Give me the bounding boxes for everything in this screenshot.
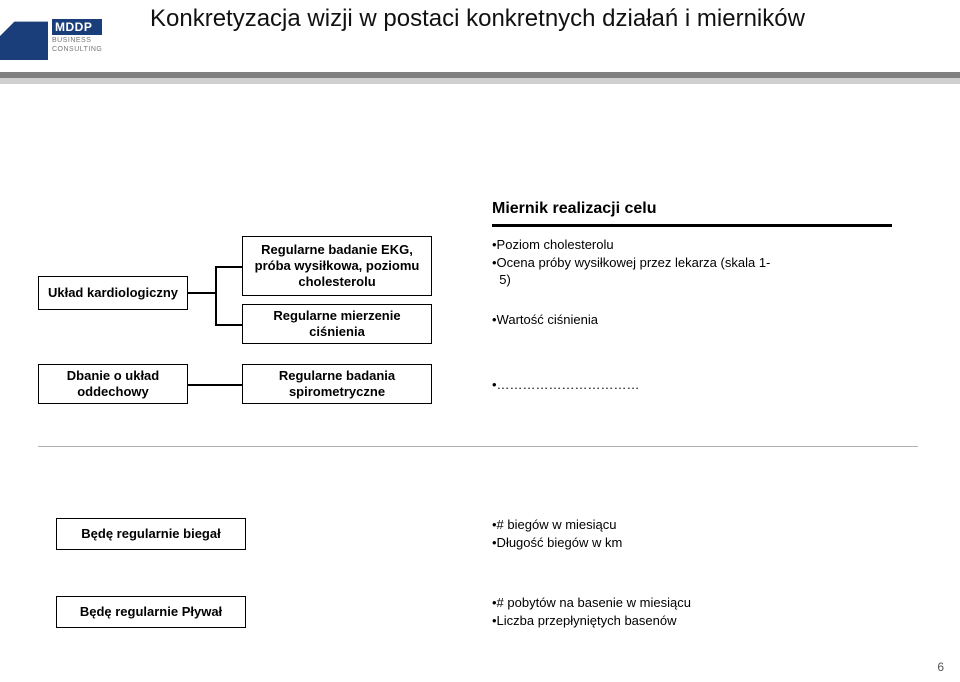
section-divider [38,446,918,447]
box-regularnie-biegal: Będę regularnie biegał [56,518,246,550]
box-mierzenie-cisnienia: Regularne mierzenie ciśnienia [242,304,432,344]
metric-bieg: •# biegów w miesiącu•Długość biegów w km [492,516,622,551]
connector-line [215,324,242,326]
connector-line [215,266,217,324]
box-uklad-oddechowy: Dbanie o układ oddechowy [38,364,188,404]
box-regularnie-plywal: Będę regularnie Pływał [56,596,246,628]
logo-sub1: BUSINESS [52,37,102,44]
metric-basen: •# pobytów na basenie w miesiącu•Liczba … [492,594,691,629]
metric-cisnienie: •Wartość ciśnienia [492,311,598,329]
box-uklad-kardiologiczny: Układ kardiologiczny [38,276,188,310]
connector-line [188,292,215,294]
diagram-canvas: Miernik realizacji celu Układ kardiologi… [0,86,960,682]
logo-mark-icon [0,12,48,60]
metric-placeholder: •…………………………… [492,376,640,394]
box-badanie-ekg: Regularne badanie EKG, próba wysiłkowa, … [242,236,432,296]
metric-cholesterol: •Poziom cholesterolu•Ocena próby wysiłko… [492,236,770,289]
box-badania-spirometryczne: Regularne badania spirometryczne [242,364,432,404]
connector-line [215,266,242,268]
connector-line [188,384,242,386]
page-number: 6 [937,660,944,674]
logo-sub2: CONSULTING [52,46,102,53]
column-header-miernik: Miernik realizacji celu [492,198,657,220]
logo: MDDP BUSINESS CONSULTING [0,10,120,62]
header-bar-light [0,78,960,84]
logo-main: MDDP [52,19,102,35]
slide-header: MDDP BUSINESS CONSULTING Konkretyzacja w… [0,0,960,70]
page-title: Konkretyzacja wizji w postaci konkretnyc… [150,4,910,34]
column-header-underline [492,224,892,227]
logo-text: MDDP BUSINESS CONSULTING [52,19,102,53]
